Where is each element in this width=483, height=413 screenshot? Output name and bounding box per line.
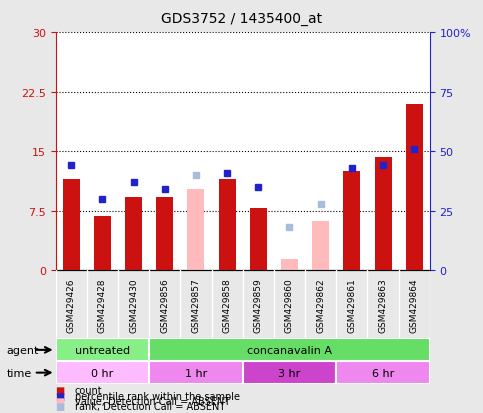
Text: 0 hr: 0 hr: [91, 368, 114, 378]
Bar: [149, 339, 430, 361]
Bar: [156, 198, 173, 271]
Bar: [56, 361, 149, 384]
Text: GSM429864: GSM429864: [410, 278, 419, 332]
Bar: [149, 361, 242, 384]
Bar: [187, 190, 204, 271]
Text: GSM429857: GSM429857: [191, 277, 200, 332]
Text: ■: ■: [56, 396, 65, 406]
Text: GDS3752 / 1435400_at: GDS3752 / 1435400_at: [161, 12, 322, 26]
Bar: [312, 221, 329, 271]
Text: GSM429858: GSM429858: [223, 277, 232, 332]
Text: untreated: untreated: [75, 345, 130, 355]
Text: 3 hr: 3 hr: [278, 368, 300, 378]
Text: GSM429859: GSM429859: [254, 277, 263, 332]
Bar: [94, 217, 111, 271]
Bar: [374, 157, 392, 271]
Text: GSM429860: GSM429860: [285, 277, 294, 332]
Bar: [343, 171, 360, 271]
Text: concanavalin A: concanavalin A: [247, 345, 332, 355]
Bar: [281, 259, 298, 271]
Text: 1 hr: 1 hr: [185, 368, 207, 378]
Text: rank, Detection Call = ABSENT: rank, Detection Call = ABSENT: [75, 401, 225, 411]
Text: GSM429861: GSM429861: [347, 277, 356, 332]
Text: ■: ■: [56, 391, 65, 401]
Text: GSM429426: GSM429426: [67, 278, 76, 332]
Text: count: count: [75, 385, 102, 395]
Text: ■: ■: [56, 385, 65, 395]
Text: GSM429430: GSM429430: [129, 278, 138, 332]
Text: agent: agent: [6, 345, 39, 355]
Text: ■: ■: [56, 401, 65, 411]
Text: GSM429428: GSM429428: [98, 278, 107, 332]
Bar: [406, 104, 423, 271]
Text: value, Detection Call = ABSENT: value, Detection Call = ABSENT: [75, 396, 230, 406]
Bar: [125, 198, 142, 271]
Bar: [250, 209, 267, 271]
Text: percentile rank within the sample: percentile rank within the sample: [75, 391, 240, 401]
Text: GSM429863: GSM429863: [379, 277, 387, 332]
Bar: [218, 180, 236, 271]
Text: GSM429856: GSM429856: [160, 277, 169, 332]
Bar: [56, 339, 149, 361]
Text: GSM429862: GSM429862: [316, 278, 325, 332]
Text: 6 hr: 6 hr: [372, 368, 394, 378]
Bar: [336, 361, 430, 384]
Text: time: time: [6, 368, 31, 378]
Bar: [242, 361, 336, 384]
Bar: [63, 180, 80, 271]
